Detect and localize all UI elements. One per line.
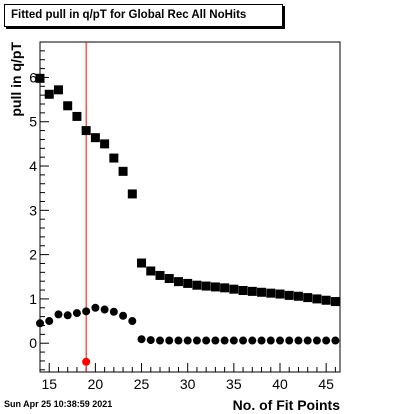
circle-point — [331, 336, 340, 345]
square-point — [312, 294, 322, 304]
square-point — [293, 291, 303, 301]
x-tick-label: 30 — [180, 376, 196, 392]
square-point — [90, 133, 100, 143]
square-point — [266, 288, 276, 298]
circle-point — [137, 335, 146, 344]
circle-point — [63, 311, 72, 320]
x-axis-label: No. of Fit Points — [233, 397, 341, 413]
plot-frame — [39, 41, 341, 373]
circle-point — [54, 310, 63, 319]
circle-point — [248, 336, 257, 345]
square-point — [63, 101, 73, 111]
square-point — [321, 295, 331, 305]
square-point — [192, 280, 202, 290]
square-point — [109, 153, 119, 163]
circle-point — [257, 336, 266, 345]
circle-point — [303, 336, 312, 345]
square-point — [35, 73, 45, 83]
circle-point — [174, 336, 183, 345]
circle-point — [119, 311, 128, 320]
timestamp: Sun Apr 25 10:38:59 2021 — [4, 399, 113, 409]
circle-point — [36, 319, 44, 328]
circle-point — [91, 303, 100, 312]
y-tick-label: 0 — [29, 335, 37, 351]
circle-point — [109, 307, 118, 316]
square-point — [220, 283, 230, 293]
square-point — [44, 89, 54, 99]
circle-point — [285, 336, 294, 345]
red-circle-point — [82, 357, 91, 366]
square-point — [164, 274, 174, 284]
circle-point — [45, 317, 54, 326]
x-tick-label: 20 — [88, 376, 104, 392]
square-point — [201, 281, 211, 291]
circle-point — [312, 336, 321, 345]
x-tick-label: 45 — [318, 376, 334, 392]
data-marks — [35, 73, 340, 366]
square-point — [183, 278, 193, 288]
circle-point — [146, 336, 155, 345]
circle-point — [202, 336, 211, 345]
circle-point — [220, 336, 229, 345]
circle-point — [72, 309, 81, 318]
square-point — [330, 297, 340, 307]
y-axis-ticks: 0 1 2 3 4 5 6 — [29, 41, 49, 371]
x-tick-label: 35 — [226, 376, 242, 392]
circle-point — [229, 336, 238, 345]
square-point — [210, 282, 220, 292]
square-point — [72, 111, 82, 121]
y-tick-label: 6 — [29, 69, 37, 85]
square-point — [173, 277, 183, 287]
circle-point — [211, 336, 220, 345]
chart-title: Fitted pull in q/pT for Global Rec All N… — [11, 9, 247, 21]
square-point — [155, 270, 165, 280]
square-point — [100, 139, 110, 149]
square-point — [238, 285, 248, 295]
x-tick-label: 40 — [272, 376, 288, 392]
y-tick-label: 2 — [29, 247, 37, 263]
square-point — [257, 287, 267, 297]
square-point — [146, 266, 156, 276]
circle-point — [266, 336, 275, 345]
circle-point — [183, 336, 192, 345]
circle-point — [100, 305, 109, 314]
circle-point — [192, 336, 201, 345]
x-axis-ticks: 15 20 25 30 35 40 45 — [39, 363, 336, 392]
circle-point — [239, 336, 248, 345]
square-point — [229, 284, 239, 294]
y-tick-label: 5 — [29, 114, 37, 130]
x-tick-label: 25 — [134, 376, 150, 392]
square-point — [303, 293, 313, 303]
square-point — [118, 166, 128, 176]
chart-title-box: Fitted pull in q/pT for Global Rec All N… — [4, 4, 283, 27]
circle-point — [322, 336, 331, 345]
y-tick-label: 1 — [29, 291, 37, 307]
y-axis-label: pull in q/pT — [8, 42, 24, 117]
circle-point — [165, 336, 174, 345]
square-point — [247, 286, 257, 296]
circle-point — [82, 307, 91, 316]
circle-point — [156, 336, 164, 345]
square-point — [284, 290, 294, 300]
square-point — [53, 85, 63, 95]
square-point — [81, 126, 91, 136]
y-tick-label: 3 — [29, 202, 37, 218]
y-tick-label: 4 — [29, 158, 37, 174]
square-point — [275, 289, 285, 299]
square-point — [137, 258, 147, 268]
circle-point — [294, 336, 303, 345]
circle-point — [128, 317, 137, 326]
x-tick-label: 15 — [41, 376, 57, 392]
square-point — [127, 189, 137, 199]
circle-point — [276, 336, 284, 345]
